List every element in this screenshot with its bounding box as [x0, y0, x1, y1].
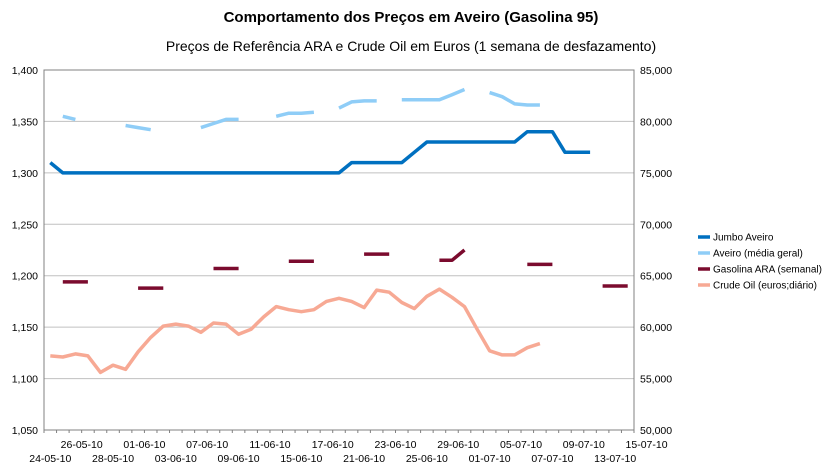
x-tick-label-lower: 24-05-10 [29, 453, 71, 465]
x-tick-label-lower: 21-06-10 [343, 453, 385, 465]
y-left-tick-label: 1,350 [12, 116, 38, 128]
series-3 [62, 248, 628, 290]
y-left-tick-label: 1,150 [12, 322, 38, 334]
axes: 1,050 50,000 1,100 55,000 1,150 60,000 1,200 65… [12, 65, 673, 465]
x-tick-label-upper: 26-05-10 [61, 439, 103, 451]
x-tick-label-lower: 09-06-10 [218, 453, 260, 465]
series-line-segment [489, 90, 540, 107]
series-line-segment [50, 287, 541, 375]
y-left-tick-label: 1,050 [12, 425, 38, 437]
x-tick-label-lower: 28-05-10 [92, 453, 134, 465]
series-lines [49, 87, 628, 375]
y-right-tick-label: 85,000 [640, 65, 672, 77]
legend-label: Jumbo Aveiro [713, 233, 774, 244]
series-line-segment [338, 99, 377, 110]
chart-title: Comportamento dos Preços em Aveiro (Gaso… [224, 9, 599, 26]
plot-area [43, 69, 635, 431]
y-left-tick-label: 1,200 [12, 271, 38, 283]
y-left-tick-label: 1,400 [12, 65, 38, 77]
x-tick-label-upper: 29-06-10 [437, 439, 479, 451]
x-tick-label-upper: 17-06-10 [312, 439, 354, 451]
y-left-tick-label: 1,250 [12, 219, 38, 231]
x-tick-label-lower: 01-07-10 [469, 453, 511, 465]
y-right-tick-label: 70,000 [640, 219, 672, 231]
legend-label: Crude Oil (euros;diário) [713, 281, 817, 292]
x-tick-label-upper: 23-06-10 [374, 439, 416, 451]
legend: Jumbo Aveiro Aveiro (média geral) Gasolina… [698, 233, 822, 292]
series-2 [62, 87, 540, 132]
x-tick-label-upper: 07-06-10 [186, 439, 228, 451]
y-right-tick-label: 50,000 [640, 425, 672, 437]
legend-label: Aveiro (média geral) [713, 249, 803, 260]
y-left-tick-label: 1,300 [12, 168, 38, 180]
series-line-segment [200, 117, 239, 130]
gridlines [44, 120, 634, 380]
series-line-segment [125, 123, 151, 132]
series-line-segment [401, 87, 466, 102]
legend-label: Gasolina ARA (semanal) [713, 265, 822, 276]
series-4 [50, 287, 541, 375]
x-tick-label-lower: 03-06-10 [155, 453, 197, 465]
x-tick-label-upper: 05-07-10 [500, 439, 542, 451]
chart-subtitle: Preços de Referência ARA e Crude Oil em … [166, 38, 656, 54]
x-tick-label-lower: 07-07-10 [531, 453, 573, 465]
series-line-segment [439, 248, 466, 263]
x-tick-label-upper: 01-06-10 [123, 439, 165, 451]
series-line-segment [49, 129, 591, 175]
x-tick-label-lower: 25-06-10 [406, 453, 448, 465]
y-left-tick-label: 1,100 [12, 374, 38, 386]
y-right-tick-label: 60,000 [640, 322, 672, 334]
series-1 [49, 129, 591, 175]
x-tick-label-lower: 15-06-10 [280, 453, 322, 465]
x-tick-label-upper: 15-07-10 [626, 439, 668, 451]
y-right-tick-label: 75,000 [640, 168, 672, 180]
x-tick-label-lower: 13-07-10 [594, 453, 636, 465]
series-line-segment [275, 110, 315, 118]
series-line-segment [62, 114, 76, 122]
y-right-tick-label: 55,000 [640, 374, 672, 386]
y-right-tick-label: 80,000 [640, 116, 672, 128]
x-tick-label-upper: 11-06-10 [249, 439, 290, 451]
y-right-tick-label: 65,000 [640, 271, 672, 283]
x-tick-label-upper: 09-07-10 [563, 439, 605, 451]
